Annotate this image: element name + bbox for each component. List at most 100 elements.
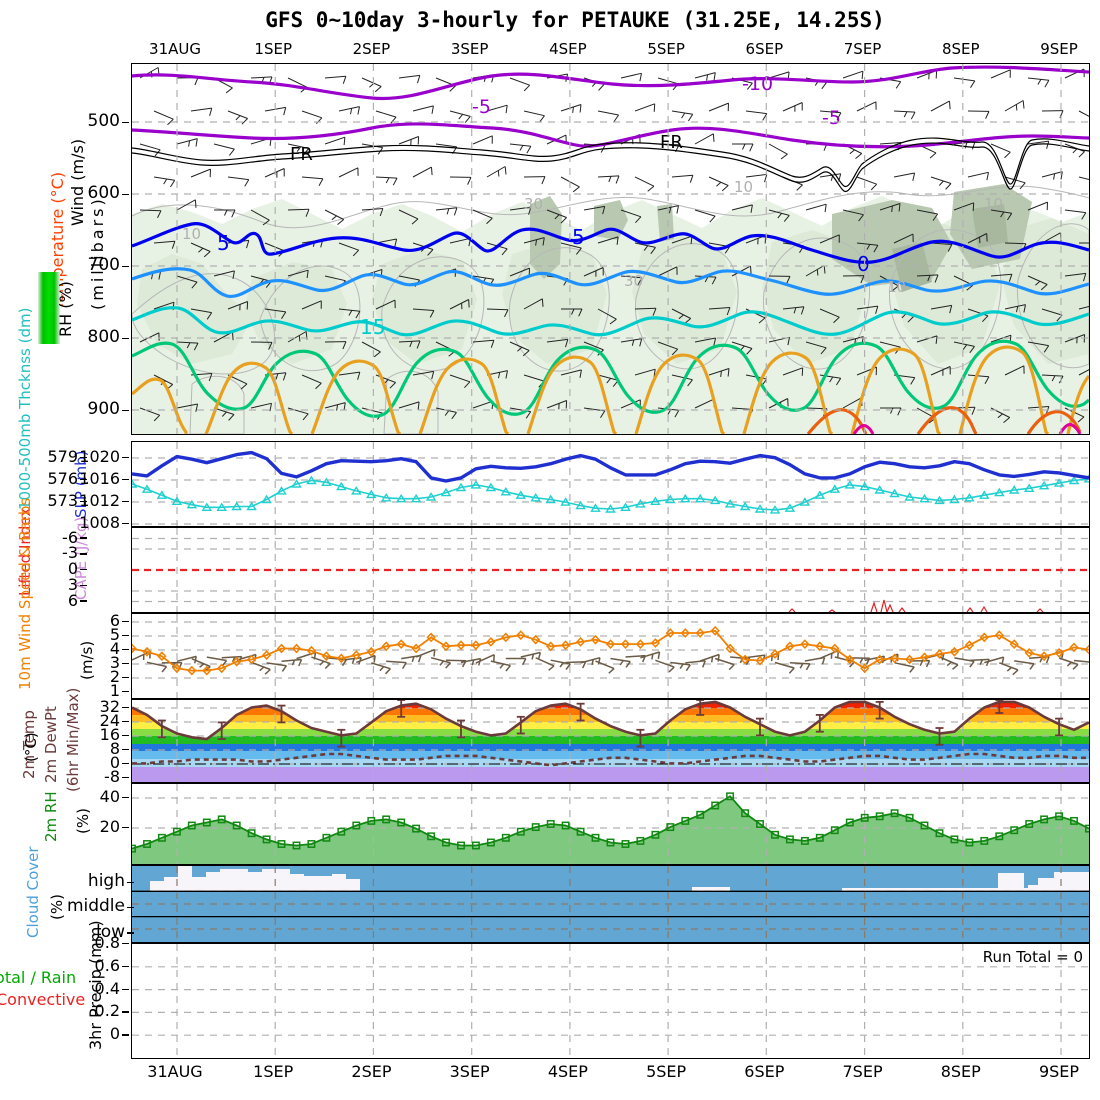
axis-tick-label: 700: [87, 255, 120, 275]
axis-tick-mark: [80, 600, 87, 602]
axis-tick-label: 2: [109, 667, 120, 686]
axis-tick-label: 0.6: [94, 955, 120, 975]
axis-tick-mark: [122, 193, 129, 196]
rh-contour-label-2: 30: [524, 195, 543, 213]
axis-tick-label: low: [95, 921, 125, 942]
axis-tick-label: 40: [99, 787, 120, 806]
page-title: GFS 0~10day 3-hourly for PETAUKE (31.25E…: [265, 8, 885, 32]
contour-label-m10: -10: [742, 73, 773, 95]
axis-tick-mark: [122, 965, 129, 968]
wind10m-panel: [131, 613, 1090, 699]
axis-tick-mark: [127, 906, 134, 909]
axis-tick-mark: [122, 720, 129, 723]
top-date-label: 7SEP: [843, 40, 882, 58]
axis-tick-mark: [122, 337, 129, 340]
rh2m-plot: [132, 784, 1089, 864]
axis-tick-label: 24: [99, 711, 120, 730]
axis-tick-label: 6: [109, 611, 120, 630]
top-date-label: 4SEP: [549, 40, 587, 58]
bottom-date-axis: 31AUG 1SEP 2SEP 3SEP 4SEP 5SEP 6SEP 7SEP 8SEP 9SE…: [130, 1062, 1090, 1088]
axis-tick-label: -6: [62, 527, 78, 547]
axis-tick-label: 0: [109, 1024, 120, 1044]
contour-label-15: 15: [360, 315, 385, 339]
axis-tick-label: 5: [109, 625, 120, 644]
bottom-date-label: 6SEP: [744, 1062, 785, 1081]
rh-contour-label-1: 10: [182, 225, 201, 243]
axis-tick-mark: [122, 409, 129, 412]
cape-li-panel: [131, 527, 1090, 613]
axis-tick-mark: [122, 648, 129, 651]
axis-tick-mark: [122, 265, 129, 268]
slp-thickness-plot: [132, 442, 1089, 526]
contour-label-5a: 5: [217, 231, 230, 255]
axis-tick-mark: [122, 826, 129, 829]
top-date-label: 2SEP: [352, 40, 391, 58]
rh-axis-label-badge: [38, 272, 60, 344]
axis-tick-mark: [80, 537, 87, 539]
bottom-date-label: 4SEP: [547, 1062, 588, 1081]
axis-tick-mark: [80, 553, 87, 555]
bottom-date-label: 1SEP: [253, 1062, 294, 1081]
axis-tick-mark: [122, 500, 129, 503]
axis-tick-label: 32: [99, 697, 120, 716]
axis-tick-mark: [122, 796, 129, 799]
axis-tick-mark: [122, 121, 129, 124]
bottom-date-label: 7SEP: [842, 1062, 883, 1081]
axis-tick-label: -3: [62, 543, 78, 563]
rh2m-panel: [131, 783, 1090, 865]
y-tick-labels: 500 600 700 800 900 1020 1016 1012 1008 579 576 573…: [0, 0, 130, 1100]
temp2m-plot: [132, 700, 1089, 782]
precip-convective-label: Convective: [0, 990, 86, 1009]
axis-tick-mark: [122, 988, 129, 991]
axis-tick-mark: [122, 690, 129, 693]
axis-tick-mark: [122, 748, 129, 751]
bottom-date-label: 9SEP: [1038, 1062, 1080, 1081]
contour-label-m5: -5: [822, 107, 841, 129]
top-date-label: 8SEP: [941, 40, 980, 58]
bottom-date-label: 3SEP: [449, 1062, 490, 1081]
contour-label-5b: 5: [572, 225, 585, 249]
axis-tick-label: 3: [67, 574, 78, 594]
rh-contour-label-6: 10: [984, 195, 1003, 213]
axis-tick-label: middle: [66, 896, 125, 917]
axis-tick-label: 16: [99, 725, 120, 744]
axis-tick-label: 1: [109, 681, 120, 700]
axis-tick-label: 6: [67, 590, 78, 610]
axis-tick-mark: [122, 734, 129, 737]
axis-tick-mark: [80, 584, 87, 587]
precip-total-label: Total / Rain: [0, 968, 77, 987]
axis-tick-label: 900: [87, 399, 120, 419]
top-date-label: 6SEP: [745, 40, 784, 58]
cloud-cover-panel: [131, 865, 1090, 943]
axis-tick-mark: [80, 568, 87, 571]
axis-tick-mark: [122, 456, 129, 459]
axis-tick-mark: [122, 1034, 129, 1036]
axis-tick-label: 4: [109, 639, 120, 658]
axis-tick-mark: [122, 620, 129, 623]
axis-tick-label: 579: [47, 447, 78, 466]
top-date-label: 3SEP: [450, 40, 489, 58]
axis-tick-mark: [80, 500, 87, 503]
bottom-date-label: 5SEP: [646, 1062, 687, 1081]
axis-tick-mark: [122, 706, 129, 709]
axis-tick-label: 3: [109, 653, 120, 672]
axis-tick-label: 500: [87, 111, 120, 131]
precip-plot: [132, 944, 1089, 1058]
top-date-label: 31AUG: [149, 40, 201, 58]
bottom-date-label: 2SEP: [351, 1062, 392, 1081]
upper-air-panel: -10 -5 -5 FR FR 5 5 0 15: [131, 63, 1090, 435]
bottom-date-label: 31AUG: [147, 1062, 203, 1081]
precip-panel: Run Total = 0: [131, 943, 1090, 1059]
axis-tick-mark: [127, 881, 134, 884]
axis-tick-label: 1016: [79, 469, 120, 488]
cape-li-plot: [132, 528, 1089, 612]
axis-tick-mark: [122, 522, 129, 525]
axis-tick-label: 1020: [79, 447, 120, 466]
axis-tick-mark: [122, 662, 129, 665]
rh-contour-label-3: 10: [734, 178, 753, 196]
upper-air-plot: -10 -5 -5 FR FR 5 5 0 15: [132, 64, 1089, 434]
cloud-cover-plot: [132, 866, 1089, 942]
axis-tick-mark: [80, 478, 87, 481]
axis-tick-mark: [122, 1011, 129, 1013]
axis-tick-label: 0.8: [94, 933, 120, 952]
